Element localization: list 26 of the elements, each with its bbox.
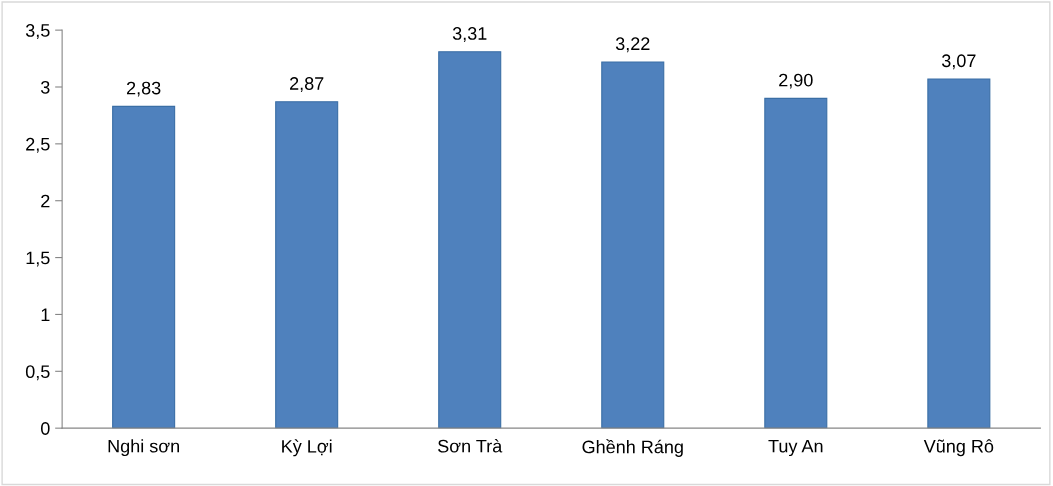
x-tick-label: Kỳ Lợi (282, 439, 332, 457)
x-tick-label: Ghềnh Ráng (582, 439, 683, 457)
data-label: 2,90 (779, 73, 813, 89)
data-label: 3,31 (452, 27, 487, 42)
x-tick-label: Nghi sơn (108, 439, 180, 457)
y-tick-label: 1,5 (26, 251, 50, 267)
y-tick-label: 1 (41, 308, 50, 321)
bar (927, 78, 991, 429)
x-tick-label: Tuy An (768, 439, 823, 457)
x-tick-label: Vũng Rô (923, 439, 994, 457)
y-tick-label: 2,5 (26, 137, 50, 153)
bar (438, 51, 502, 429)
data-label: 2,83 (126, 81, 161, 97)
data-label: 2,87 (290, 77, 324, 93)
y-tick-label: 3,5 (25, 24, 50, 39)
bar (112, 105, 176, 429)
bar (275, 101, 339, 429)
y-tick-label: 0 (40, 422, 50, 435)
x-tick-label: Sơn Trà (438, 439, 503, 453)
bar (601, 61, 665, 429)
y-tick-label: 3 (40, 80, 50, 94)
bar (764, 97, 828, 429)
data-label: 3,07 (941, 54, 976, 70)
y-tick-label: 0,5 (25, 365, 50, 381)
y-tick-label: 2 (41, 194, 50, 208)
data-label: 3,22 (615, 37, 650, 53)
